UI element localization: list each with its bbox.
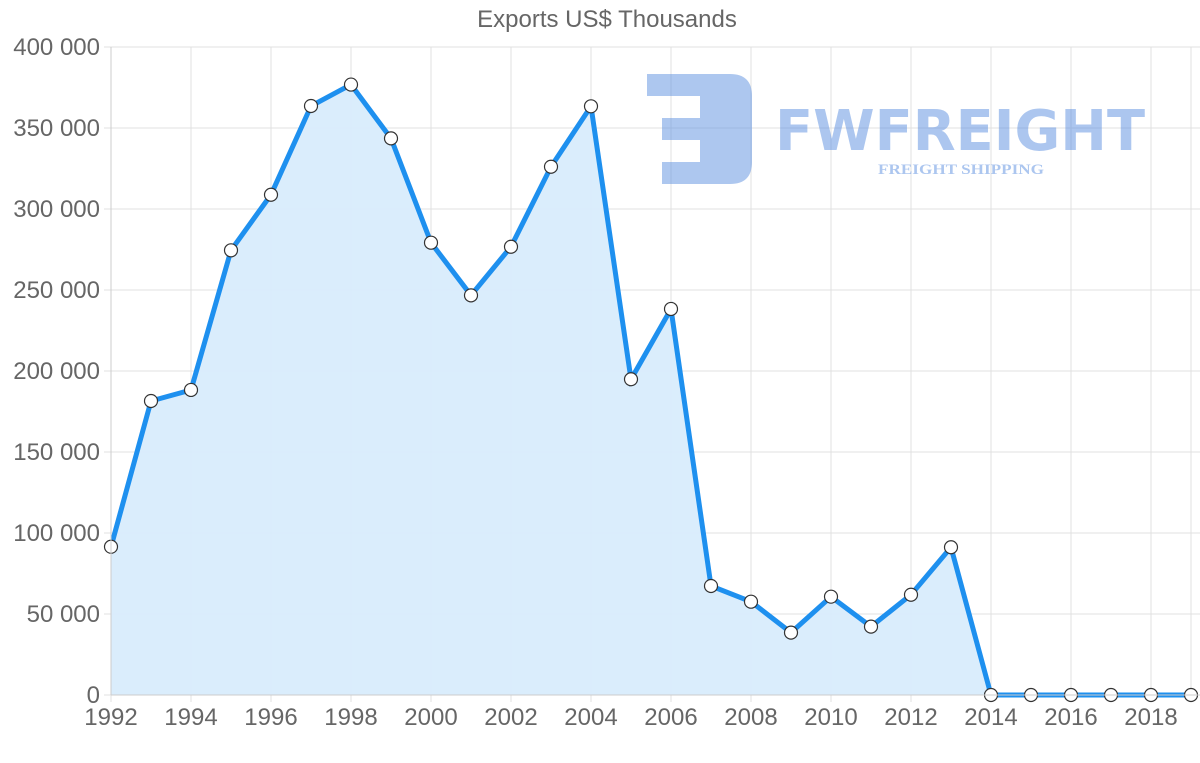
y-tick-label: 250 000 [13,277,100,304]
data-point-marker[interactable]: 2012: 61900 [903,587,919,602]
data-point-marker[interactable]: 1995: 274500 [223,243,239,258]
y-tick-label: 400 000 [13,34,100,61]
x-tick-label: 2016 [1044,704,1097,731]
watermark-brand-text: FWFREIGHT [775,99,1145,164]
x-tick-label: 2004 [564,704,617,731]
data-point-marker[interactable]: 2006: 238300 [663,301,679,317]
x-tick-label: 1996 [244,704,297,731]
data-point-marker[interactable]: 1997: 363600 [303,98,319,114]
x-tick-label: 2012 [884,704,937,731]
x-tick-label: 2006 [644,704,697,731]
y-tick-label: 350 000 [13,115,100,142]
x-tick-label: 2002 [484,704,537,731]
y-tick-label: 200 000 [13,358,100,385]
data-point-marker[interactable]: 2013: 91200 [943,540,959,555]
watermark-tagline-text: FREIGHT SHIPPING [878,162,1044,178]
x-tick-label: 2018 [1124,704,1177,731]
data-point-marker[interactable]: 2002: 276700 [503,239,519,254]
series-area-fill [111,84,1191,696]
data-point-marker[interactable]: 1996: 308800 [263,187,279,202]
x-tick-label: 2000 [404,704,457,731]
data-point-marker[interactable]: 1999: 343600 [383,131,399,146]
y-tick-label: 0 [87,682,100,709]
x-tick-label: 2008 [724,704,777,731]
data-point-marker[interactable]: 2000: 279200 [423,235,439,250]
data-point-marker[interactable]: 2001: 246700 [463,288,479,303]
fwfreight-logo-icon [647,74,752,184]
data-point-marker[interactable]: 2010: 60700 [823,589,839,604]
data-point-marker[interactable]: 2011: 42200 [863,619,879,634]
x-tick-label: 1992 [84,704,137,731]
data-point-marker[interactable]: 1993: 181500 [143,393,159,409]
x-tick-label: 1998 [324,704,377,731]
data-point-marker[interactable]: 2008: 57600 [743,594,759,609]
y-tick-label: 300 000 [13,196,100,223]
y-tick-label: 50 000 [27,601,100,628]
watermark-logo: FWFREIGHT FREIGHT SHIPPING [647,74,1145,184]
y-tick-label: 100 000 [13,520,100,547]
data-point-marker[interactable]: 2005: 194900 [623,372,639,387]
data-point-marker[interactable]: 2003: 326100 [543,159,559,174]
chart-title: Exports US$ Thousands [477,6,737,33]
x-tick-label: 1994 [164,704,217,731]
x-tick-label: 2010 [804,704,857,731]
data-point-marker[interactable]: 2004: 363400 [583,99,599,114]
data-point-marker[interactable]: 1994: 188300 [183,382,199,398]
data-point-marker[interactable]: 1998: 376800 [343,77,359,92]
axes: 0 50 000 100 000 150 000 200 000 250 000 300 0… [13,34,1200,731]
x-tick-label: 2014 [964,704,1017,731]
y-tick-label: 150 000 [13,439,100,466]
data-point-marker[interactable]: 2007: 67300 [703,578,719,594]
data-point-marker[interactable]: 2009: 38500 [783,625,799,640]
